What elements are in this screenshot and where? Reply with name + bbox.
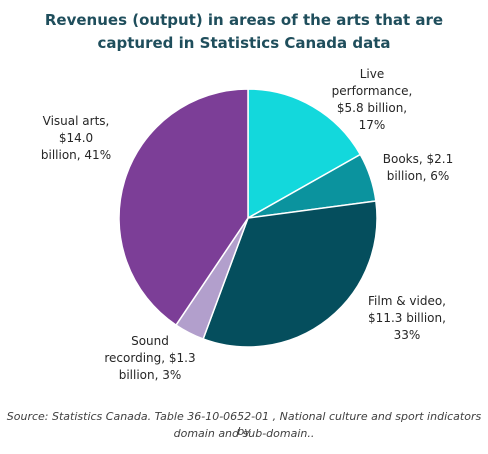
slice-label-live-performance: Live performance, $5.8 billion, 17% <box>332 67 413 132</box>
slice-label-line: $5.8 billion, <box>337 101 407 115</box>
slice-label-line: Live <box>360 67 385 81</box>
slice-label-line: $14.0 <box>59 131 93 145</box>
slice-label-line: performance, <box>332 84 413 98</box>
slice-label-line: 17% <box>359 118 386 132</box>
slice-labels: Live performance, $5.8 billion, 17% Books, $… <box>41 67 453 382</box>
chart-title-line-2: captured in Statistics Canada data <box>97 34 391 52</box>
slice-label-line: $11.3 billion, <box>368 311 446 325</box>
slice-label-line: billion, 6% <box>387 169 450 183</box>
slice-label-line: Visual arts, <box>43 114 110 128</box>
pie-slice-film-and-video <box>202 200 378 348</box>
slice-label-line: recording, $1.3 <box>104 351 195 365</box>
chart-title-line-1: Revenues (output) in areas of the arts t… <box>44 11 444 29</box>
slice-label-visual-arts: Visual arts, $14.0 billion, 41% <box>41 114 111 162</box>
slice-label-film-and-video: Film & video, $11.3 billion, 33% <box>368 294 446 342</box>
slice-label-sound-recording: Sound recording, $1.3 billion, 3% <box>104 334 195 382</box>
source-note-line-2: domain and sub-domain.. <box>173 427 315 440</box>
slice-label-line: Books, $2.1 <box>383 152 453 166</box>
source-note-line-1: Source: Statistics Canada. Table 36-10-0… <box>6 410 482 438</box>
slice-label-line: billion, 41% <box>41 148 111 162</box>
slice-label-line: billion, 3% <box>119 368 182 382</box>
pie-slices <box>118 88 378 348</box>
slice-label-line: Film & video, <box>368 294 446 308</box>
slice-label-line: 33% <box>394 328 421 342</box>
pie-slice-visual-arts <box>118 88 249 326</box>
slice-label-line: Sound <box>131 334 169 348</box>
pie-slice-live-performance <box>247 88 362 219</box>
slice-label-books: Books, $2.1 billion, 6% <box>383 152 453 183</box>
